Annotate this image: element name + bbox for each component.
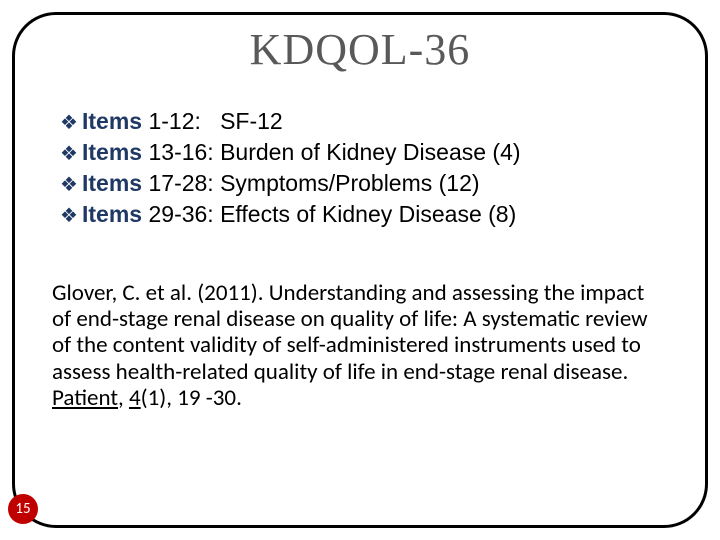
slide-frame (12, 12, 708, 528)
bullet-list: ❖ Items 1-12: SF-12 ❖ Items 13-16: Burde… (60, 106, 672, 230)
list-item: ❖ Items 17-28: Symptoms/Problems (12) (60, 168, 672, 199)
description: Effects of Kidney Disease (8) (220, 201, 516, 227)
citation-sep: , (118, 384, 129, 412)
items-label: Items (82, 108, 142, 134)
diamond-bullet-icon: ❖ (60, 172, 82, 199)
slide: KDQOL-36 ❖ Items 1-12: SF-12 ❖ Items 13-… (0, 0, 720, 540)
spacer (201, 108, 220, 134)
list-item: ❖ Items 1-12: SF-12 (60, 106, 672, 137)
description: Symptoms/Problems (12) (220, 170, 479, 196)
list-item: ❖ Items 29-36: Effects of Kidney Disease… (60, 199, 672, 230)
diamond-bullet-icon: ❖ (60, 110, 82, 137)
list-item: ❖ Items 13-16: Burden of Kidney Disease … (60, 137, 672, 168)
bullet-text: Items 17-28: Symptoms/Problems (12) (82, 168, 480, 199)
range-label: 17-28: (142, 170, 214, 196)
slide-number-badge: 15 (8, 494, 38, 524)
bullet-text: Items 13-16: Burden of Kidney Disease (4… (82, 137, 521, 168)
items-label: Items (82, 170, 142, 196)
diamond-bullet-icon: ❖ (60, 141, 82, 168)
range-label: 29-36: (142, 201, 214, 227)
diamond-bullet-icon: ❖ (60, 203, 82, 230)
citation-journal: Patient (52, 384, 118, 412)
citation-prefix: Glover, C. et al. (2011). Understanding … (52, 279, 648, 386)
bullet-text: Items 1-12: SF-12 (82, 106, 283, 137)
items-label: Items (82, 201, 142, 227)
slide-title: KDQOL-36 (0, 24, 720, 75)
bullet-text: Items 29-36: Effects of Kidney Disease (… (82, 199, 516, 230)
citation-text: Glover, C. et al. (2011). Understanding … (52, 280, 668, 411)
slide-number: 15 (15, 500, 30, 518)
description: SF-12 (220, 108, 283, 134)
items-label: Items (82, 139, 142, 165)
range-label: 1-12: (142, 108, 201, 134)
range-label: 13-16: (142, 139, 214, 165)
description: Burden of Kidney Disease (4) (220, 139, 520, 165)
citation-suffix: (1), 19 -30. (141, 384, 242, 412)
citation-volume: 4 (129, 384, 141, 412)
